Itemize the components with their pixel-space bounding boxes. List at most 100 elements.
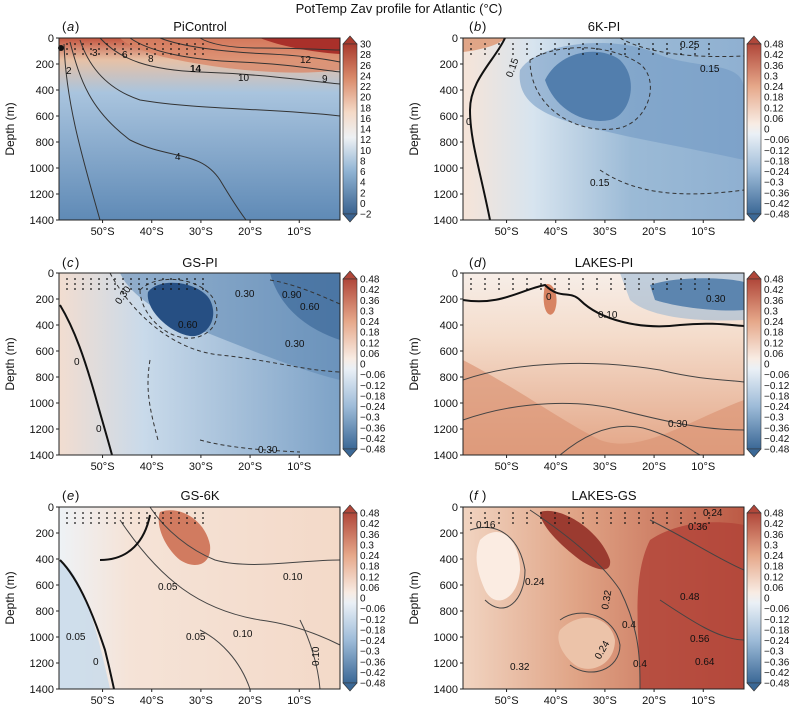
x-tick-label: 50°S [91, 461, 115, 473]
plot-frame [58, 37, 341, 221]
colorbar-tick-label: −0.18 [360, 391, 386, 402]
colorbar-tick-label: −0.3 [764, 178, 784, 189]
y-tick-label: 400 [36, 554, 54, 566]
plot-frame [58, 272, 341, 456]
colorbar-tick-label: −0.48 [360, 445, 386, 456]
svg-text:6: 6 [122, 50, 128, 61]
y-tick-label: 600 [440, 580, 458, 592]
panel-a: ( a ) PiControl 2 3 6 8 14 12 10 9 4 [58, 19, 341, 221]
deep-cool [270, 273, 340, 340]
colorbar-tick-label: −0.42 [360, 668, 386, 679]
zero-line [468, 37, 506, 221]
svg-text:0.25: 0.25 [680, 40, 700, 51]
contour-labels: 0.10 0.05 0.10 0.05 0.10 0.05 0 [66, 572, 322, 668]
zero-line [59, 304, 113, 456]
y-tick-label: 600 [440, 111, 458, 123]
x-tick-label: 10°S [691, 226, 715, 238]
colorbar-tick-label: −2 [360, 210, 372, 221]
panel-letter-open: ( [469, 488, 474, 503]
colorbar-tick-label: 0.3 [360, 306, 374, 317]
colorbar-tick-label: −0.24 [764, 167, 790, 178]
y-tick-label: 600 [36, 346, 54, 358]
colorbar-tick-label: −0.36 [764, 188, 790, 199]
panel-title: LAKES-GS [571, 488, 636, 503]
svg-text:0.36: 0.36 [688, 522, 708, 533]
colorbar-tick-label: 0.06 [764, 583, 784, 594]
colorbar-tick-label: 0 [764, 125, 770, 136]
colorbar-tick-label: 0.18 [764, 328, 784, 339]
panel-title: PiControl [173, 19, 227, 34]
panel-letter: d [474, 255, 482, 270]
y-axis-label: Depth (m) [3, 337, 17, 390]
y-tick-label: 1000 [434, 163, 458, 175]
y-tick-label: 200 [36, 294, 54, 306]
y-tick-label: 1200 [30, 424, 54, 436]
x-tick-label: 30°S [593, 461, 617, 473]
colorbar-tick-label: 0.42 [360, 285, 380, 296]
x-tick-label: 10°S [287, 695, 311, 705]
colorbar-ramp [746, 278, 762, 450]
colorbar-tick-label: 20 [360, 93, 372, 104]
panel-letter-open: ( [469, 255, 474, 270]
svg-text:10: 10 [238, 73, 250, 84]
panel-title: LAKES-PI [575, 255, 634, 270]
svg-text:0.24: 0.24 [703, 508, 723, 519]
y-tick-label: 0 [48, 502, 54, 514]
x-tick-label: 40°S [544, 461, 568, 473]
panel-letter-close: ) [482, 255, 486, 270]
x-tick-label: 20°S [238, 695, 262, 705]
colorbar-tick-label: 0.36 [360, 530, 380, 541]
svg-text:0.05: 0.05 [66, 632, 86, 643]
significance-stipple [66, 43, 204, 55]
y-tick-label: 1200 [434, 658, 458, 670]
figure-title: PotTemp Zav profile for Atlantic (°C) [296, 1, 503, 16]
colorbar-tick-label: 30 [360, 40, 372, 51]
panel-e: ( e ) GS-6K 0.10 0.05 0.10 0.05 0.10 0.0… [59, 488, 341, 690]
colorbar-tick-label: 0.18 [764, 562, 784, 573]
y-tick-label: 1400 [30, 215, 54, 227]
colorbar-tick-label: 0.24 [360, 317, 380, 328]
svg-text:4: 4 [175, 152, 181, 163]
colorbar-tick-label: −0.12 [764, 381, 790, 392]
colorbar-tick-label: −0.42 [764, 668, 790, 679]
y-tick-label: 600 [36, 580, 54, 592]
plot-frame [462, 272, 745, 456]
colorbar-extend-bottom [746, 448, 762, 458]
y-tick-label: 800 [440, 606, 458, 618]
panel-letter-open: ( [62, 255, 67, 270]
svg-text:0.10: 0.10 [283, 572, 303, 583]
colorbar-tick-label: −0.24 [360, 636, 386, 647]
panel-letter-open: ( [62, 488, 67, 503]
x-tick-label: 30°S [593, 695, 617, 705]
svg-text:0: 0 [466, 117, 472, 128]
y-axis-label: Depth (m) [407, 571, 421, 624]
contour-lines [462, 362, 745, 456]
plot-frame [58, 506, 341, 690]
colorbar-tick-label: 0.24 [764, 551, 784, 562]
colorbar-tick-label: −0.12 [764, 146, 790, 157]
colorbar-ramp [342, 278, 358, 450]
colorbar-tick-label: −0.36 [360, 423, 386, 434]
colorbar-tick-label: 0.42 [764, 50, 784, 61]
x-tick-label: 20°S [642, 226, 666, 238]
svg-text:0.32: 0.32 [600, 589, 614, 611]
colorbar-extend-top [342, 270, 358, 280]
colorbar-tick-label: 0.24 [764, 82, 784, 93]
colorbar-tick-label: −0.42 [764, 434, 790, 445]
contour-labels: 2 3 6 8 14 12 10 9 4 [66, 48, 328, 163]
y-tick-label: 1200 [434, 424, 458, 436]
svg-text:0.48: 0.48 [680, 592, 700, 603]
cool-region [519, 43, 744, 160]
colorbar-tick-label: 0.48 [764, 509, 784, 520]
svg-text:14: 14 [190, 64, 202, 75]
cold-anomaly [147, 282, 214, 337]
colorbar-tick-label: 8 [360, 156, 366, 167]
colorbar-tick-label: 2 [360, 188, 366, 199]
plot-frame [462, 37, 745, 221]
colorbar-tick-label: −0.48 [764, 210, 790, 221]
svg-text:0.30: 0.30 [258, 445, 278, 456]
colorbar-tick-label: 0.3 [764, 306, 778, 317]
svg-text:0: 0 [96, 424, 102, 435]
isotherm-lines [63, 37, 341, 221]
